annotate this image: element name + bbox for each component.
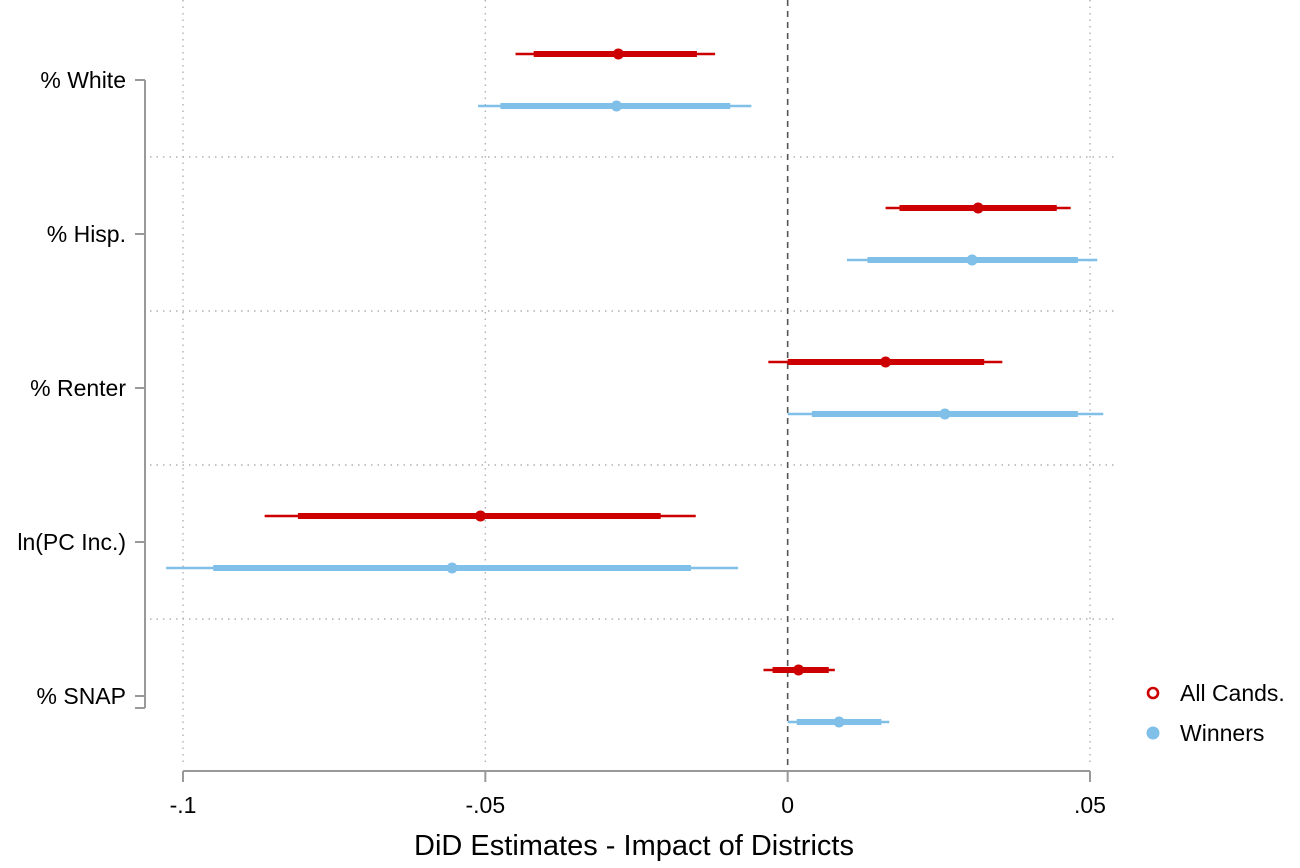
x-tick-label: -.1 bbox=[170, 792, 197, 818]
y-tick-label: % Renter bbox=[30, 375, 126, 401]
legend-label: Winners bbox=[1180, 720, 1264, 746]
y-tick-label: % White bbox=[40, 67, 126, 93]
estimate-point bbox=[612, 48, 624, 60]
legend-marker bbox=[1146, 686, 1160, 700]
y-tick-label: ln(PC Inc.) bbox=[17, 529, 126, 555]
legend: All Cands. Winners bbox=[1146, 680, 1285, 746]
axes-layer bbox=[135, 79, 1091, 782]
marks-layer bbox=[166, 48, 1104, 728]
x-axis-title: DiD Estimates - Impact of Districts bbox=[414, 830, 854, 862]
x-tick-label: -.05 bbox=[466, 792, 506, 818]
estimate-point bbox=[446, 562, 458, 574]
y-tick-label: % SNAP bbox=[37, 683, 126, 709]
estimate-point bbox=[611, 100, 623, 112]
estimate-point bbox=[972, 202, 984, 214]
labels-layer: % White % Hisp. % Renter ln(PC Inc.) % SNAP -… bbox=[17, 67, 1106, 818]
grid-layer bbox=[150, 0, 1118, 768]
estimate-point bbox=[833, 716, 845, 728]
legend-label: All Cands. bbox=[1180, 680, 1285, 706]
y-tick-label: % Hisp. bbox=[47, 221, 126, 247]
x-tick-label: 0 bbox=[781, 792, 794, 818]
estimate-point bbox=[939, 408, 951, 420]
x-tick-label: .05 bbox=[1074, 792, 1106, 818]
estimate-point bbox=[793, 664, 805, 676]
estimate-point bbox=[966, 254, 978, 266]
legend-marker bbox=[1146, 726, 1160, 740]
estimate-point bbox=[880, 356, 892, 368]
estimate-point bbox=[474, 510, 486, 522]
